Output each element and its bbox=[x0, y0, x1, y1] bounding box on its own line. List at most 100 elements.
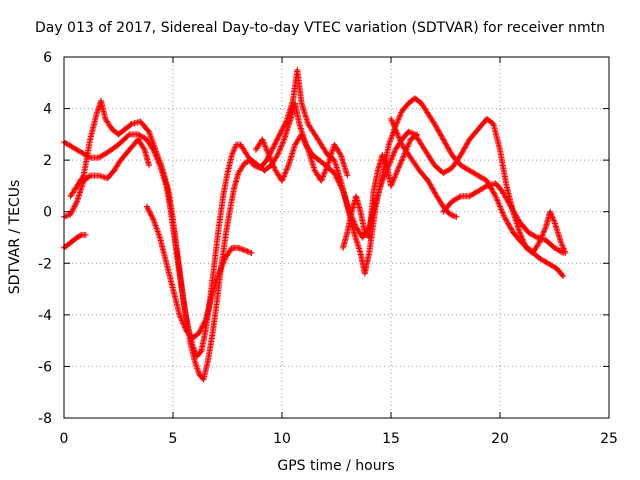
data-point bbox=[320, 173, 327, 180]
y-axis-label: SDTVAR / TECUs bbox=[7, 180, 23, 295]
data-point bbox=[284, 165, 291, 172]
data-point bbox=[279, 177, 285, 184]
data-point bbox=[282, 169, 289, 176]
data-point bbox=[433, 123, 440, 130]
data-point bbox=[388, 182, 394, 189]
data-point bbox=[491, 190, 498, 197]
data-point bbox=[379, 153, 386, 160]
data-point bbox=[460, 146, 467, 153]
data-point bbox=[145, 207, 152, 214]
data-point bbox=[281, 122, 288, 129]
data-point bbox=[143, 203, 150, 210]
data-point bbox=[504, 220, 511, 227]
data-point bbox=[70, 204, 77, 211]
data-point bbox=[219, 260, 226, 267]
data-point bbox=[462, 142, 469, 149]
data-point bbox=[427, 181, 434, 188]
data-point bbox=[443, 142, 450, 149]
data-point bbox=[500, 212, 507, 219]
data-point bbox=[279, 139, 286, 146]
y-tick-label: 4 bbox=[43, 102, 52, 118]
data-point bbox=[499, 209, 506, 216]
data-point bbox=[394, 117, 401, 124]
data-point bbox=[434, 126, 441, 133]
data-point bbox=[231, 146, 238, 153]
data-point bbox=[277, 146, 284, 153]
data-point bbox=[77, 232, 84, 239]
data-point bbox=[73, 199, 80, 206]
x-tick-label: 10 bbox=[273, 431, 291, 447]
data-point bbox=[394, 131, 401, 138]
data-point bbox=[146, 208, 153, 215]
data-point bbox=[390, 151, 397, 158]
data-point bbox=[201, 319, 208, 326]
data-point bbox=[278, 128, 285, 135]
data-point bbox=[506, 222, 513, 229]
data-point bbox=[391, 124, 398, 131]
plot-frame bbox=[63, 56, 610, 419]
data-point bbox=[392, 127, 399, 134]
data-point bbox=[274, 136, 281, 143]
data-point bbox=[393, 168, 400, 175]
data-point bbox=[179, 318, 186, 325]
data-point bbox=[275, 150, 282, 157]
data-point bbox=[482, 183, 489, 190]
data-point bbox=[323, 165, 330, 172]
data-point bbox=[535, 240, 542, 247]
data-point bbox=[82, 231, 89, 238]
data-point bbox=[383, 160, 390, 167]
data-point bbox=[547, 208, 554, 215]
data-point bbox=[381, 157, 388, 164]
y-tick-label: 6 bbox=[43, 50, 52, 66]
data-point bbox=[448, 211, 455, 218]
data-point bbox=[490, 189, 497, 196]
data-point bbox=[395, 115, 402, 122]
data-point bbox=[63, 212, 70, 219]
series-track-f bbox=[388, 115, 460, 220]
data-point bbox=[270, 163, 277, 170]
data-point bbox=[264, 147, 271, 154]
data-point bbox=[304, 145, 311, 152]
data-point bbox=[435, 127, 442, 134]
data-point bbox=[521, 242, 528, 249]
data-point bbox=[322, 166, 329, 173]
data-point bbox=[392, 126, 399, 133]
data-point bbox=[432, 190, 439, 197]
y-tick-label: 2 bbox=[43, 153, 52, 169]
data-point bbox=[500, 190, 507, 197]
data-point bbox=[196, 328, 203, 335]
data-point bbox=[271, 141, 278, 148]
data-point bbox=[437, 131, 444, 138]
data-point bbox=[198, 324, 205, 331]
data-point bbox=[465, 139, 472, 146]
data-point bbox=[221, 256, 228, 263]
data-point bbox=[274, 151, 281, 158]
data-point bbox=[282, 119, 289, 126]
ticks bbox=[63, 56, 610, 419]
data-point bbox=[302, 139, 309, 146]
data-point bbox=[517, 232, 524, 239]
data-point bbox=[400, 153, 407, 160]
data-point bbox=[456, 193, 463, 200]
data-point bbox=[427, 182, 434, 189]
data-point bbox=[430, 188, 437, 195]
data-point bbox=[396, 163, 403, 170]
data-point bbox=[390, 121, 397, 128]
data-point bbox=[277, 130, 284, 137]
data-point bbox=[515, 216, 522, 223]
data-point bbox=[425, 177, 432, 184]
data-point bbox=[428, 184, 435, 191]
data-point bbox=[261, 142, 268, 149]
data-point bbox=[379, 177, 386, 184]
data-point bbox=[431, 121, 438, 128]
data-point bbox=[395, 164, 402, 171]
data-point bbox=[394, 167, 401, 174]
data-point bbox=[394, 119, 401, 126]
data-point bbox=[276, 132, 283, 139]
data-point bbox=[558, 249, 565, 256]
data-point bbox=[520, 237, 527, 244]
data-point bbox=[444, 144, 451, 151]
data-point bbox=[398, 157, 405, 164]
data-point bbox=[540, 228, 547, 235]
data-point bbox=[484, 179, 491, 186]
